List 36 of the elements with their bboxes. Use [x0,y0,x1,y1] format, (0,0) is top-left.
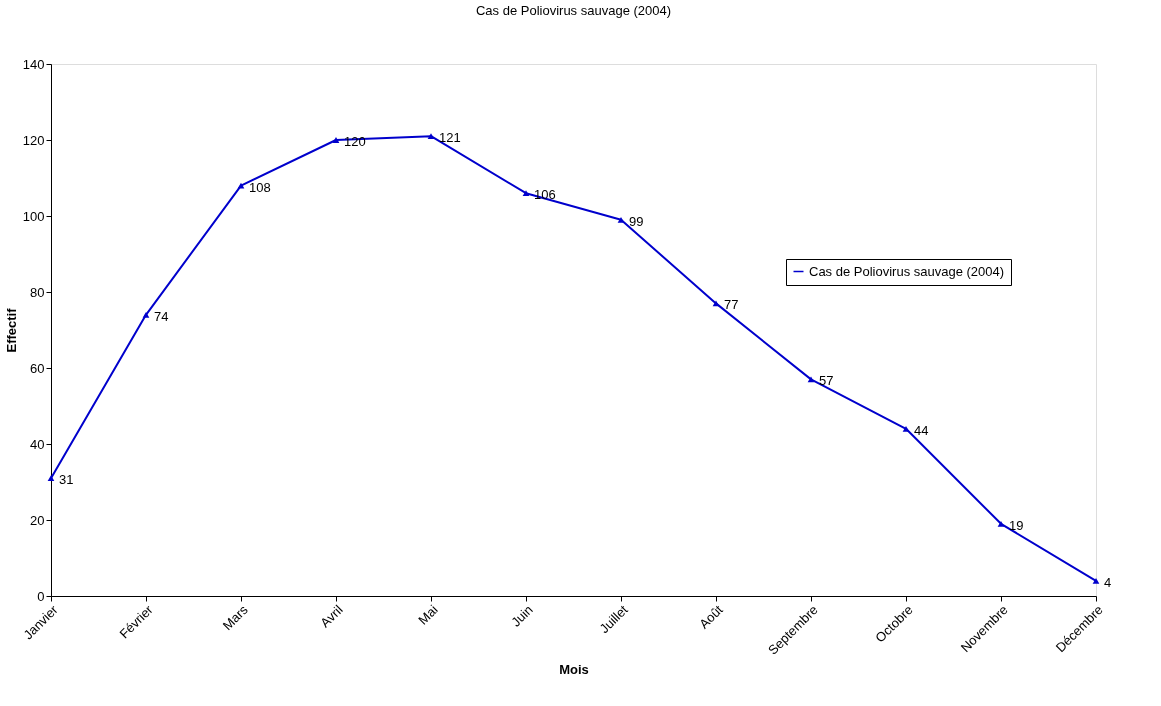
y-tick-label: 60 [30,360,45,376]
data-label: 19 [1009,517,1024,533]
point [142,311,150,318]
chart-title: Cas de Poliovirus sauvage (2004) [475,3,672,18]
data-label: 121 [439,130,461,146]
x-tick-label: Juin [508,602,536,630]
point [807,376,815,383]
point [427,133,435,140]
data-label: 77 [724,297,739,313]
data-label: 57 [819,373,834,389]
data-label: 44 [914,422,929,438]
x-axis-title: Mois [559,661,589,677]
point [522,190,530,197]
y-tick-label: 0 [37,588,45,604]
point [1092,577,1100,584]
data-label: 31 [59,472,74,488]
y-tick-label: 100 [22,208,45,224]
point [997,520,1005,527]
y-tick-label: 140 [22,56,45,72]
legend-label: Cas de Poliovirus sauvage (2004) [809,263,1005,279]
y-axis-title: Effectif [3,307,19,353]
data-label: 4 [1104,574,1112,590]
y-tick-label: 80 [30,284,45,300]
point [712,300,720,307]
point [237,182,245,189]
y-tick-label: 20 [30,512,45,528]
data-label: 99 [629,213,644,229]
point [617,216,625,223]
point [47,475,55,482]
x-tick-label: Mai [415,602,441,628]
point [332,137,340,143]
data-label: 108 [249,179,271,195]
y-tick-label: 40 [30,436,45,452]
point [902,425,910,432]
y-tick-label: 120 [22,132,45,148]
data-label: 74 [154,308,169,324]
